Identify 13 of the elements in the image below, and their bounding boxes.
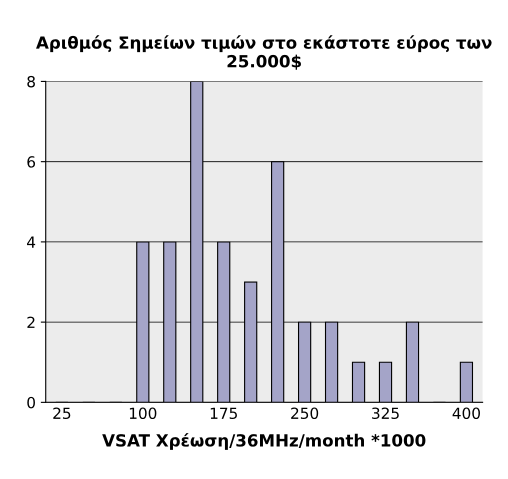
x-tick-label: 250	[291, 407, 318, 420]
y-tick-label: 6	[27, 156, 36, 168]
x-tick-label: 175	[210, 408, 237, 420]
y-tick-label: 8	[27, 76, 35, 88]
x-axis-title: VSAT Χρέωση/36MHz/month *1000	[102, 433, 426, 450]
y-tick-label: 0	[27, 396, 35, 408]
chart-title: Αριθμός Σημείων τιμών στο εκάστοτε εύρος των 25.000$	[36, 35, 492, 70]
y-tick-label: 2	[27, 316, 34, 328]
x-tick-label: 25	[53, 407, 70, 420]
y-tick-label: 4	[27, 236, 36, 248]
x-tick-label: 325	[372, 407, 399, 420]
x-tick-label: 400	[452, 407, 480, 420]
x-tick-label: 100	[130, 407, 156, 420]
